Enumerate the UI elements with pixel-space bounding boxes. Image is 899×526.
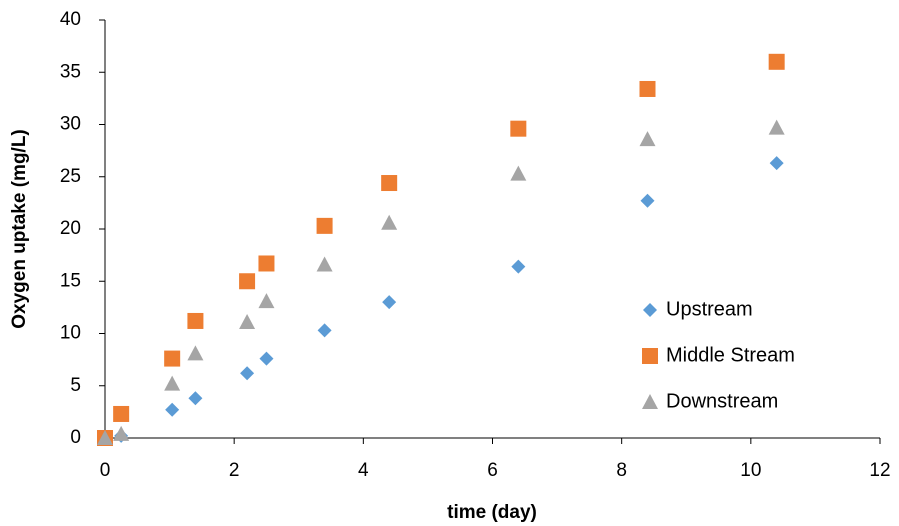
marker-square — [316, 217, 333, 234]
marker-square — [639, 80, 656, 97]
marker-diamond — [259, 351, 274, 366]
y-tick-label: 35 — [60, 61, 81, 82]
marker-triangle — [239, 314, 256, 330]
marker-triangle — [187, 345, 204, 361]
marker-triangle — [510, 165, 527, 181]
marker-triangle — [381, 214, 398, 230]
y-tick-label: 10 — [60, 323, 81, 344]
marker-square — [642, 348, 658, 364]
marker-diamond — [640, 193, 655, 208]
marker-square — [510, 120, 527, 137]
marker-square — [258, 255, 275, 272]
y-tick-label: 0 — [70, 427, 81, 448]
marker-square — [113, 405, 130, 422]
x-tick-label: 8 — [616, 460, 627, 481]
legend-text: Downstream — [666, 390, 778, 412]
marker-triangle — [97, 430, 113, 445]
marker-square — [187, 312, 204, 329]
y-tick-label: 20 — [60, 218, 81, 239]
x-tick-label: 6 — [487, 460, 498, 481]
marker-triangle — [639, 131, 656, 147]
marker-diamond — [165, 402, 180, 417]
x-tick-label: 4 — [358, 460, 369, 481]
marker-triangle — [258, 293, 275, 309]
marker-square — [768, 53, 785, 70]
x-tick-label: 2 — [229, 460, 240, 481]
marker-triangle — [164, 375, 181, 391]
marker-triangle — [316, 256, 333, 272]
y-tick-label: 5 — [70, 375, 81, 396]
marker-diamond — [188, 391, 203, 406]
marker-diamond — [769, 156, 784, 171]
marker-diamond — [382, 295, 397, 310]
marker-triangle — [642, 394, 658, 409]
y-tick-label: 30 — [60, 114, 81, 135]
y-tick-label: 40 — [60, 9, 81, 30]
marker-square — [239, 273, 256, 290]
x-tick-label: 12 — [869, 460, 890, 481]
marker-diamond — [240, 366, 255, 381]
x-axis-title: time (day) — [447, 502, 537, 523]
marker-square — [164, 350, 181, 367]
legend-text: Upstream — [666, 298, 753, 320]
marker-triangle — [768, 119, 785, 135]
marker-diamond — [317, 323, 332, 338]
x-tick-label: 10 — [740, 460, 761, 481]
y-axis-title: Oxygen uptake (mg/L) — [9, 129, 30, 329]
x-tick-label: 0 — [100, 460, 111, 481]
marker-triangle — [113, 425, 130, 441]
marker-square — [381, 175, 398, 192]
y-tick-label: 15 — [60, 270, 81, 291]
y-tick-label: 25 — [60, 166, 81, 187]
marker-diamond — [511, 259, 526, 274]
marker-diamond — [643, 303, 657, 317]
legend-text: Middle Stream — [666, 344, 795, 366]
